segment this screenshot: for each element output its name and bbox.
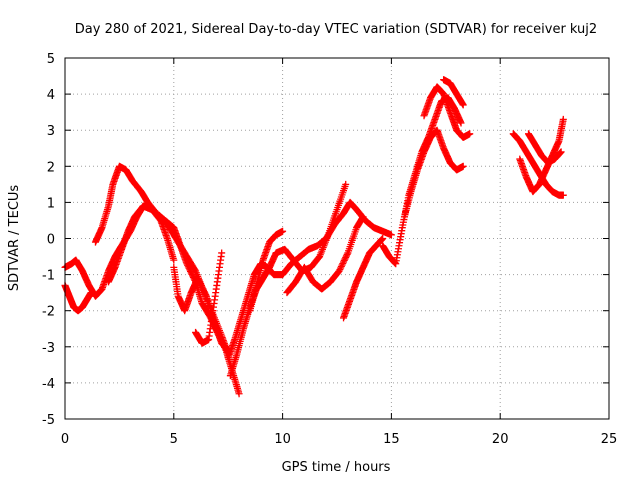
- chart-title: Day 280 of 2021, Sidereal Day-to-day VTE…: [75, 22, 597, 37]
- series-arc-10: [283, 213, 367, 297]
- y-tick-label: -2: [42, 305, 55, 320]
- data-point: [387, 231, 395, 239]
- y-tick-label: 2: [47, 160, 55, 175]
- data-point: [459, 101, 467, 109]
- y-tick-label: 4: [47, 88, 55, 103]
- data-point: [235, 390, 243, 398]
- y-tick-label: -1: [42, 269, 55, 284]
- axis-ticks: -5 -4 -3 -2 -1 0 1 2 3 4 5 0 5 10 15 20 25: [42, 52, 617, 447]
- x-tick-label: 15: [383, 432, 400, 447]
- series-arc-6: [192, 249, 226, 347]
- data-point: [200, 286, 208, 294]
- data-point: [340, 258, 348, 266]
- series-arc-15: [440, 76, 467, 109]
- y-tick-label: -5: [42, 413, 55, 428]
- data-point: [341, 255, 349, 263]
- data-point: [342, 180, 350, 188]
- data-point: [200, 288, 208, 296]
- x-axis-label: GPS time / hours: [282, 460, 391, 475]
- data-point: [337, 262, 345, 270]
- data-point: [194, 274, 202, 282]
- data-point: [339, 259, 347, 267]
- series-arc-5: [170, 263, 232, 354]
- x-tick-label: 0: [61, 432, 69, 447]
- data-point: [338, 261, 346, 269]
- data-point: [459, 162, 467, 170]
- data-point: [343, 250, 351, 258]
- data-point: [342, 252, 350, 260]
- data-point: [359, 213, 367, 221]
- series-arc-11: [340, 235, 387, 322]
- y-tick-label: 3: [47, 124, 55, 139]
- y-tick-label: 1: [47, 196, 55, 211]
- data-points: [61, 76, 567, 398]
- data-point: [194, 276, 202, 284]
- data-point: [379, 235, 387, 242]
- series-arc-9: [246, 227, 287, 315]
- data-point: [218, 249, 226, 257]
- data-point: [195, 277, 203, 285]
- grid: [65, 58, 609, 419]
- data-point: [189, 273, 197, 281]
- x-tick-label: 25: [601, 432, 618, 447]
- data-point: [279, 227, 287, 235]
- data-point: [197, 282, 205, 290]
- series-arc-14: [420, 83, 474, 141]
- y-tick-label: 5: [47, 52, 55, 67]
- x-tick-label: 20: [492, 432, 509, 447]
- x-tick-label: 10: [274, 432, 291, 447]
- series-arc-4: [105, 202, 232, 358]
- y-tick-label: 0: [47, 233, 55, 248]
- data-point: [198, 283, 206, 291]
- data-point: [340, 256, 348, 264]
- data-point: [335, 267, 343, 275]
- data-point: [196, 279, 204, 287]
- x-tick-label: 5: [170, 432, 178, 447]
- data-point: [170, 256, 178, 264]
- data-point: [202, 291, 210, 299]
- data-point: [559, 115, 567, 123]
- series-arc-13: [400, 126, 467, 221]
- data-point: [201, 289, 209, 297]
- data-point: [457, 119, 465, 127]
- series-arc-3: [91, 162, 243, 398]
- data-point: [197, 280, 205, 288]
- data-point: [199, 285, 207, 293]
- series-arc-17: [516, 115, 567, 196]
- series-arc-18: [524, 130, 565, 167]
- data-point: [191, 266, 199, 274]
- y-tick-label: -3: [42, 341, 55, 356]
- data-point: [337, 264, 345, 272]
- data-point: [336, 265, 344, 273]
- data-point: [342, 253, 350, 261]
- data-point: [466, 130, 474, 138]
- data-point: [557, 148, 565, 156]
- y-tick-label: -4: [42, 377, 55, 392]
- y-axis-label: SDTVAR / TECUs: [7, 185, 22, 292]
- data-point: [559, 191, 567, 199]
